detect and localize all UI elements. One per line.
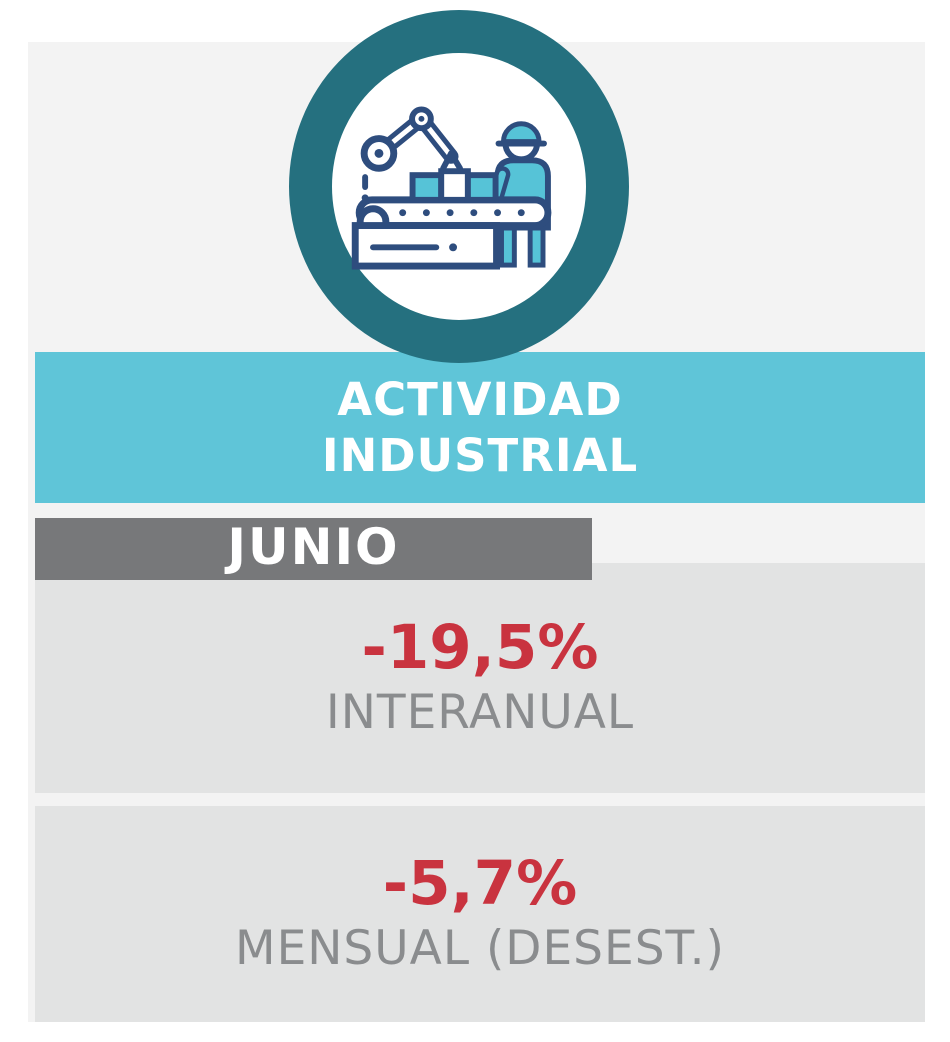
robot-arm [360, 105, 463, 201]
metric-label: MENSUAL (DESEST.) [235, 920, 725, 976]
title-band: ACTIVIDAD INDUSTRIAL [35, 352, 925, 503]
factory-automation-icon [351, 105, 552, 270]
metric-box-mensual: -5,7% MENSUAL (DESEST.) [35, 806, 925, 1022]
card-title-line1: ACTIVIDAD [337, 372, 623, 426]
metric-label: INTERANUAL [325, 684, 635, 740]
machine-base [351, 221, 501, 270]
metric-value: -5,7% [382, 848, 578, 920]
period-band: JUNIO [35, 518, 592, 580]
period-label: JUNIO [227, 518, 400, 576]
worker-figure [487, 120, 551, 268]
metric-box-interanual: -19,5% INTERANUAL [35, 563, 925, 793]
crates [409, 167, 499, 203]
card-title-line2: INDUSTRIAL [321, 428, 639, 482]
icon-circle-badge [289, 10, 629, 363]
metric-value: -19,5% [361, 612, 599, 684]
